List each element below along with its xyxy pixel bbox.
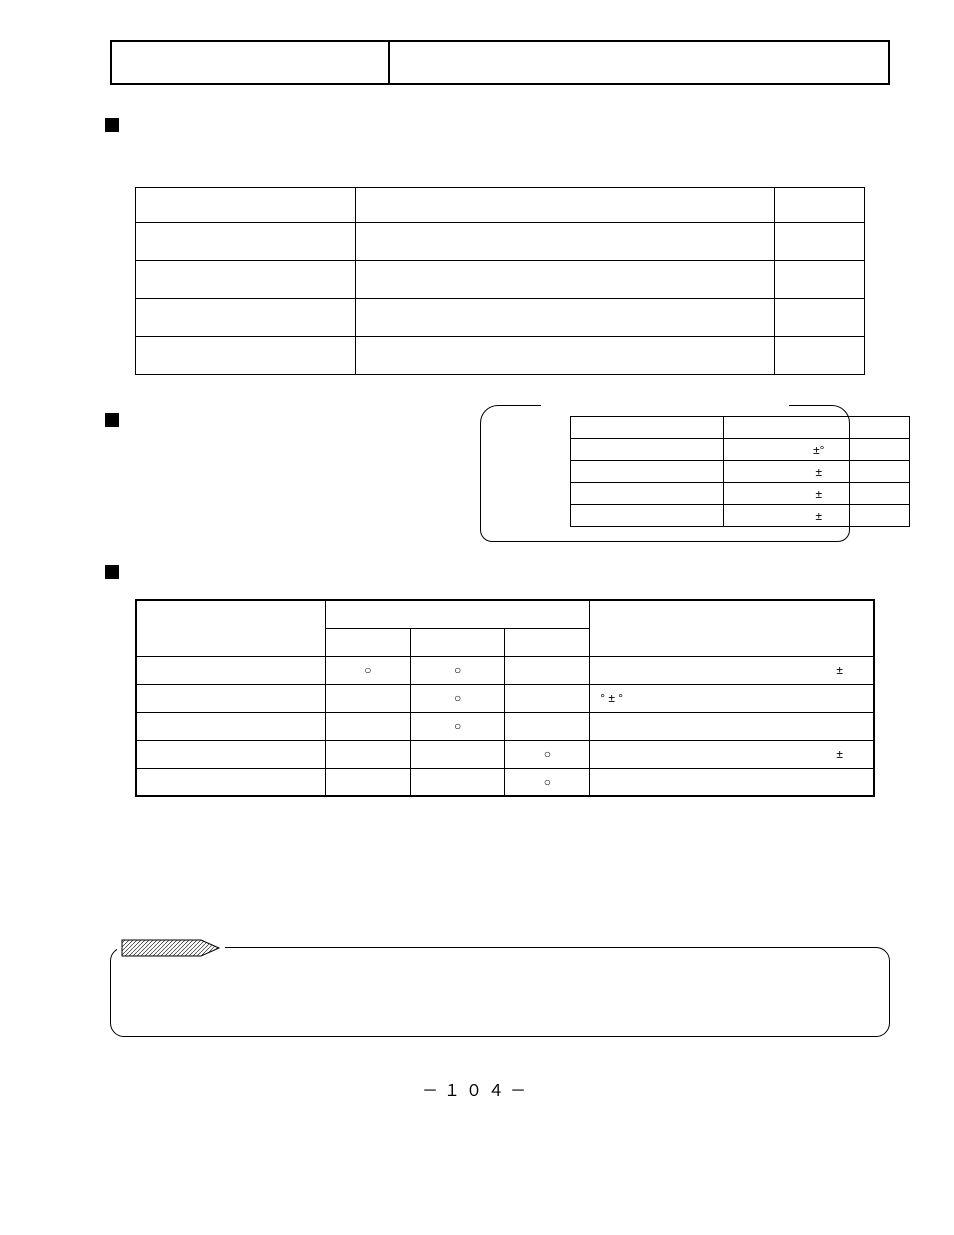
- table-cell: [505, 684, 590, 712]
- table-row: ○ ° ± °: [136, 684, 874, 712]
- section-2-heading: [105, 410, 480, 427]
- section-1-intro: [135, 132, 894, 162]
- table-cell: [325, 628, 410, 656]
- table-cell: ±: [723, 505, 909, 527]
- header-cell-right: [390, 40, 890, 85]
- page-number: －１０４－: [60, 1077, 894, 1101]
- table-3: ○ ○ ± ○ ° ± ° ○ ○ ±: [135, 599, 875, 797]
- table-cell: ○: [410, 656, 505, 684]
- table-1-h2: [355, 188, 774, 223]
- table-row: [136, 299, 865, 337]
- table-cell: ○: [505, 768, 590, 796]
- table-cell: [410, 768, 505, 796]
- tolerance-box: ±° ± ± ±: [480, 405, 850, 542]
- table-cell: [355, 261, 774, 299]
- table-cell: ○: [410, 712, 505, 740]
- table-cell: [136, 768, 325, 796]
- table-row: ○: [136, 768, 874, 796]
- table-cell: [571, 417, 724, 439]
- table-cell: [571, 483, 724, 505]
- table-row: ○ ±: [136, 740, 874, 768]
- table-cell: [571, 505, 724, 527]
- table-cell: [136, 261, 356, 299]
- table-cell: ±: [723, 483, 909, 505]
- table-cell: [505, 628, 590, 656]
- page: ±° ± ± ±: [0, 0, 954, 1141]
- table-row: ±: [571, 461, 910, 483]
- table-cell: [325, 684, 410, 712]
- table-row: [136, 261, 865, 299]
- table-cell: [136, 684, 325, 712]
- table-cell: [775, 337, 865, 375]
- spacer: [60, 797, 894, 927]
- table-cell: ○: [325, 656, 410, 684]
- table-cell: [325, 740, 410, 768]
- table-cell: [355, 299, 774, 337]
- table-cell: [325, 712, 410, 740]
- table-cell: ○: [410, 684, 505, 712]
- table-row: [136, 337, 865, 375]
- table-cell: [355, 223, 774, 261]
- table-cell: [505, 656, 590, 684]
- table-cell: ±: [723, 461, 909, 483]
- table-1-h1: [136, 188, 356, 223]
- table-cell: [775, 223, 865, 261]
- table-cell: [136, 740, 325, 768]
- table-cell: [571, 439, 724, 461]
- table-3-header-1: [136, 600, 874, 628]
- section-1-heading: [105, 115, 894, 132]
- table-cell: [136, 299, 356, 337]
- table-cell: [410, 628, 505, 656]
- table-cell: [355, 337, 774, 375]
- table-row: [136, 223, 865, 261]
- table-cell: [325, 600, 589, 628]
- table-cell: [136, 337, 356, 375]
- table-cell: [775, 299, 865, 337]
- table-1-header-row: [136, 188, 865, 223]
- section-2-wrap: ±° ± ± ±: [60, 405, 894, 542]
- table-row: ±: [571, 505, 910, 527]
- table-cell: [410, 740, 505, 768]
- table-cell: [590, 768, 874, 796]
- table-row: ○: [136, 712, 874, 740]
- table-cell: [325, 768, 410, 796]
- table-cell: ○: [505, 740, 590, 768]
- table-cell: ±: [590, 656, 874, 684]
- table-cell: [723, 417, 909, 439]
- hint-arrow-icon: [117, 936, 225, 960]
- table-2-header: [571, 417, 910, 439]
- section-3-heading: [105, 562, 894, 579]
- table-2: ±° ± ± ±: [570, 416, 910, 527]
- table-cell: [590, 712, 874, 740]
- table-cell: ° ± °: [590, 684, 874, 712]
- table-cell: [571, 461, 724, 483]
- table-row: ±°: [571, 439, 910, 461]
- header-cell-left: [110, 40, 390, 85]
- table-1-h3: [775, 188, 865, 223]
- table-cell: [136, 656, 325, 684]
- table-cell: ±: [590, 740, 874, 768]
- table-cell: [505, 712, 590, 740]
- hint-box: [110, 947, 890, 1037]
- bullet-square-icon: [105, 118, 119, 132]
- table-row: ○ ○ ±: [136, 656, 874, 684]
- table-cell: [590, 600, 874, 656]
- header-row: [110, 40, 890, 85]
- table-cell: [136, 712, 325, 740]
- table-cell: [775, 261, 865, 299]
- bullet-square-icon: [105, 413, 119, 427]
- table-cell: ±°: [723, 439, 909, 461]
- table-cell: [136, 223, 356, 261]
- table-1: [135, 187, 865, 375]
- bullet-square-icon: [105, 565, 119, 579]
- table-cell: [136, 600, 325, 656]
- table-row: ±: [571, 483, 910, 505]
